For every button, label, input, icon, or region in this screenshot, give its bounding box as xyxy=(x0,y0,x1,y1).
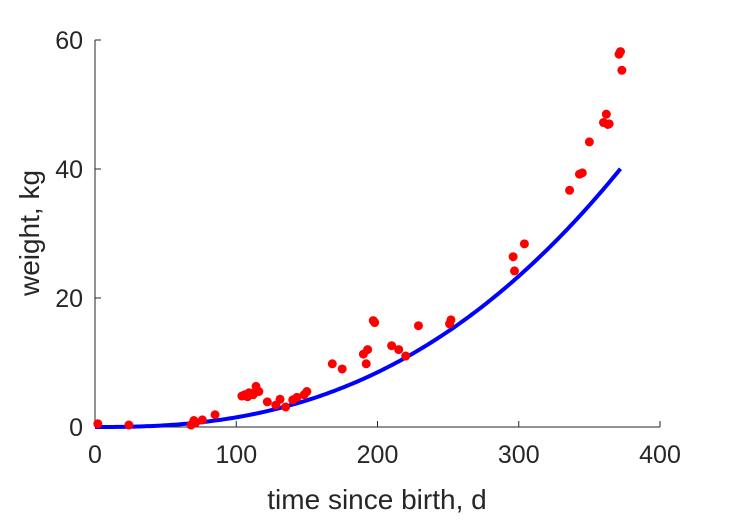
data-point xyxy=(387,341,397,351)
y-axis-label: weight, kg xyxy=(14,170,45,297)
data-point xyxy=(281,402,291,412)
data-point xyxy=(254,387,264,397)
data-point xyxy=(363,345,373,355)
data-point xyxy=(93,419,103,429)
data-point xyxy=(604,119,614,129)
data-point xyxy=(275,394,285,404)
data-point xyxy=(508,252,518,262)
data-point xyxy=(361,359,371,369)
data-point xyxy=(565,185,575,195)
data-point xyxy=(510,266,520,276)
data-points xyxy=(93,47,627,430)
data-point xyxy=(327,359,337,369)
data-point xyxy=(197,415,207,425)
data-point xyxy=(617,65,627,75)
y-tick-label: 60 xyxy=(55,27,83,55)
data-point xyxy=(124,420,134,430)
data-point xyxy=(394,345,404,355)
data-point xyxy=(370,318,380,328)
data-point xyxy=(601,109,611,119)
x-tick-label: 400 xyxy=(639,441,681,469)
x-tick-label: 300 xyxy=(498,441,540,469)
fit-curve xyxy=(95,167,622,429)
data-point xyxy=(337,364,347,374)
axes xyxy=(94,40,660,428)
data-point xyxy=(446,315,456,325)
data-point xyxy=(401,351,411,361)
data-point xyxy=(584,137,594,147)
data-point xyxy=(413,321,423,331)
x-tick-label: 100 xyxy=(215,441,257,469)
y-tick-label: 20 xyxy=(55,285,83,313)
data-point xyxy=(262,397,272,407)
data-point xyxy=(292,392,302,402)
ticks: 0 100 200 300 400 0 20 40 60 xyxy=(55,27,681,469)
data-point xyxy=(210,410,220,420)
x-tick-label: 200 xyxy=(357,441,399,469)
fit-curve-group xyxy=(95,167,622,429)
data-point xyxy=(302,387,312,397)
data-point xyxy=(615,47,625,57)
data-point xyxy=(577,168,587,178)
x-tick-label: 0 xyxy=(88,441,102,469)
data-point xyxy=(519,239,529,249)
x-axis-label: time since birth, d xyxy=(267,484,486,515)
y-tick-label: 0 xyxy=(69,414,83,442)
y-tick-label: 40 xyxy=(55,156,83,184)
data-point xyxy=(190,418,200,428)
